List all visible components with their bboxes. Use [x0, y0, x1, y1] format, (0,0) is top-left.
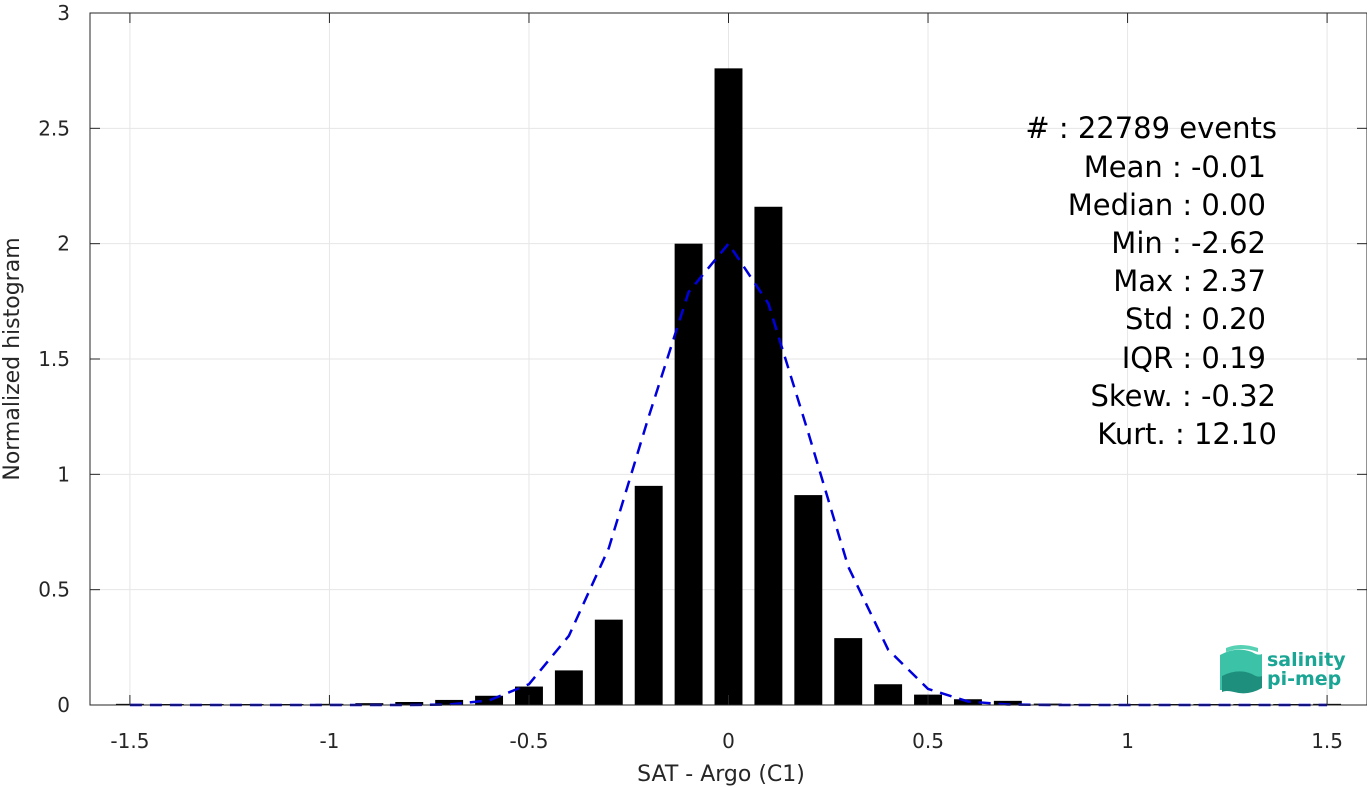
- stat-std: Std : 0.20: [1125, 302, 1266, 336]
- histogram-bars: [115, 68, 1342, 706]
- stat-events: # : 22789 events: [1025, 111, 1277, 145]
- histogram-bar: [714, 68, 743, 706]
- histogram-bar: [395, 702, 424, 705]
- stat-iqr: IQR : 0.19: [1122, 341, 1266, 375]
- stat-min: Min : -2.62: [1111, 226, 1266, 260]
- axis-ticks: [90, 12, 1367, 706]
- histogram-bar: [754, 206, 783, 705]
- histogram-bar: [554, 670, 583, 705]
- y-tick-label: 2: [57, 232, 70, 256]
- wave-icon: [1220, 645, 1262, 694]
- y-tick-label: 0: [57, 693, 70, 717]
- x-tick-label: -0.5: [509, 729, 548, 753]
- y-tick-label: 0.5: [38, 578, 70, 602]
- x-tick-label: 1: [1121, 729, 1134, 753]
- stats-box: # : 22789 events Mean : -0.01 Median : 0…: [1025, 111, 1277, 451]
- histogram-bar: [355, 703, 384, 705]
- x-axis-label: SAT - Argo (C1): [637, 762, 805, 787]
- logo-line1: salinity: [1267, 649, 1346, 671]
- stat-max: Max : 2.37: [1113, 264, 1266, 298]
- histogram-bar: [674, 243, 703, 705]
- logo-line2: pi-mep: [1267, 668, 1341, 690]
- x-tick-label: 1.5: [1311, 729, 1343, 753]
- x-tick-label: 0: [722, 729, 735, 753]
- stat-mean: Mean : -0.01: [1084, 150, 1266, 184]
- y-tick-label: 1: [57, 462, 70, 486]
- histogram-bar: [794, 495, 823, 705]
- histogram-bar: [435, 699, 464, 705]
- stat-median: Median : 0.00: [1068, 188, 1266, 222]
- y-tick-label: 2.5: [38, 116, 70, 140]
- histogram-bar: [475, 695, 504, 705]
- histogram-bar: [594, 619, 623, 705]
- histogram-bar: [874, 684, 903, 705]
- histogram-bar: [993, 700, 1022, 705]
- y-tick-label: 3: [57, 1, 70, 25]
- stat-kurt: Kurt. : 12.10: [1097, 417, 1277, 451]
- y-tick-label: 1.5: [38, 347, 70, 371]
- stat-skew: Skew. : -0.32: [1090, 379, 1276, 413]
- tick-labels: -1.5 -1 -0.5 0 0.5 1 1.5 0 0.5 1 1.5 2 2.5 3: [38, 1, 1343, 753]
- histogram-bar: [834, 638, 863, 705]
- salinity-pimep-logo: salinity pi-mep: [1220, 645, 1346, 694]
- x-tick-label: -1.5: [110, 729, 149, 753]
- histogram-bar: [634, 485, 663, 705]
- x-tick-label: -1: [319, 729, 339, 753]
- y-axis-label: Normalized histogram: [0, 237, 25, 480]
- x-tick-label: 0.5: [912, 729, 944, 753]
